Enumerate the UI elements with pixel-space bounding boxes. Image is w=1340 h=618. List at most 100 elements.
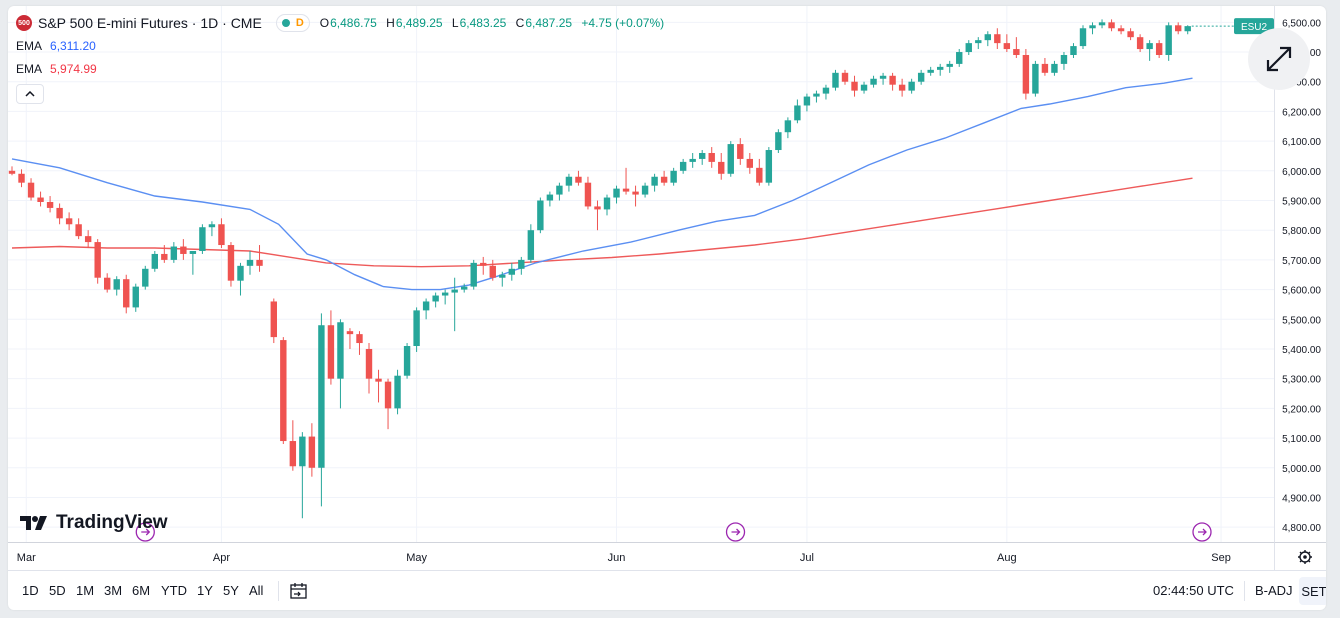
- tradingview-mark-icon: [20, 516, 47, 530]
- ohlc-values: O6,486.75 H6,489.25 L6,483.25 C6,487.25 …: [319, 16, 665, 30]
- fullscreen-button[interactable]: [1248, 28, 1310, 90]
- earnings-event-icon: [1192, 522, 1212, 542]
- clock-display[interactable]: 02:44:50 UTC: [1153, 583, 1234, 598]
- session-toggle[interactable]: SET: [1299, 577, 1326, 605]
- candle-body: [451, 289, 458, 293]
- candle: [708, 147, 715, 168]
- candle: [641, 182, 649, 198]
- candle-body: [104, 277, 111, 290]
- symbol-title[interactable]: S&P 500 E-mini Futures · 1D · CME: [38, 15, 262, 31]
- candle-body: [461, 286, 468, 290]
- candle: [18, 169, 25, 188]
- high-value: 6,489.25: [395, 16, 443, 30]
- candle: [337, 319, 344, 409]
- candle-body: [1146, 43, 1153, 50]
- candle-body: [556, 185, 563, 195]
- range-3m[interactable]: 3M: [104, 583, 123, 598]
- calendar-goto-icon[interactable]: [288, 581, 310, 601]
- x-tick-label: Aug: [997, 552, 1017, 564]
- candle-body: [327, 325, 335, 379]
- candle: [889, 72, 896, 91]
- close-value: 6,487.25: [525, 16, 573, 30]
- tradingview-logo[interactable]: TradingView: [20, 512, 168, 534]
- candle: [384, 378, 392, 430]
- candle: [451, 277, 458, 332]
- range-all[interactable]: All: [249, 583, 264, 598]
- candle: [994, 28, 1001, 50]
- price-chart[interactable]: ESU2: [8, 6, 1274, 542]
- candle: [470, 259, 477, 290]
- adjustment-toggle[interactable]: B-ADJ: [1255, 583, 1293, 598]
- y-tick-label: 6,100.00: [1282, 137, 1321, 148]
- y-tick-label: 5,100.00: [1282, 434, 1321, 445]
- range-5d[interactable]: 5D: [49, 583, 66, 598]
- candle-body: [94, 242, 101, 278]
- low-value: 6,483.25: [459, 16, 507, 30]
- candle: [1013, 37, 1020, 58]
- candle: [946, 60, 953, 73]
- candle: [489, 259, 496, 281]
- range-1m[interactable]: 1M: [76, 583, 95, 598]
- candle-body: [889, 75, 896, 85]
- candle-body: [898, 84, 906, 91]
- candle-body: [727, 144, 734, 174]
- ema-indicator-2[interactable]: EMA 5,974.99: [16, 61, 97, 76]
- candle: [718, 152, 725, 180]
- candle: [480, 256, 487, 275]
- candle: [327, 310, 335, 385]
- candle: [56, 203, 63, 225]
- chart-plot-area[interactable]: ESU2: [8, 6, 1274, 542]
- toolbar-divider: [278, 581, 279, 601]
- price-axis[interactable]: 6,500.006,400.006,300.006,200.006,100.00…: [1274, 6, 1326, 542]
- candle-body: [679, 161, 687, 171]
- time-axis[interactable]: Mar Apr May Jun Jul Aug Sep: [8, 542, 1274, 571]
- market-status[interactable]: D: [275, 14, 310, 32]
- candle-body: [199, 227, 206, 251]
- candle: [518, 256, 525, 275]
- ema-indicator-1[interactable]: EMA 6,311.20: [16, 38, 96, 53]
- candle-body: [75, 224, 82, 237]
- chart-settings-button[interactable]: [1274, 542, 1326, 571]
- candle-body: [508, 268, 515, 275]
- candle-body: [337, 322, 344, 379]
- candle-body: [975, 40, 982, 44]
- candle: [403, 343, 411, 379]
- y-tick-label: 6,300.00: [1282, 78, 1321, 89]
- candle-body: [1175, 25, 1182, 32]
- candle: [246, 250, 254, 275]
- candle-body: [689, 158, 696, 162]
- candle-body: [984, 34, 991, 41]
- candle: [318, 313, 325, 507]
- y-tick-label: 6,200.00: [1282, 107, 1321, 118]
- candle-body: [499, 274, 506, 278]
- candle-body: [65, 218, 73, 225]
- range-5y[interactable]: 5Y: [223, 583, 239, 598]
- candle: [851, 75, 858, 97]
- delayed-badge: D: [295, 17, 304, 29]
- candle: [937, 63, 944, 76]
- candle: [37, 191, 44, 207]
- candle-body: [1041, 63, 1049, 73]
- range-1d[interactable]: 1D: [22, 583, 39, 598]
- candle-body: [546, 194, 554, 201]
- candle: [1022, 49, 1030, 100]
- range-ytd[interactable]: YTD: [161, 583, 187, 598]
- candle-body: [384, 381, 392, 409]
- x-tick-label: Apr: [213, 552, 230, 564]
- candle: [927, 66, 934, 76]
- candle: [822, 84, 830, 100]
- candle: [784, 117, 792, 139]
- candle-body: [622, 188, 630, 192]
- candle-body: [737, 144, 744, 159]
- change-value: +4.75 (+0.07%): [581, 16, 665, 30]
- candle: [1079, 25, 1087, 50]
- symbol-logo[interactable]: 500: [16, 15, 32, 31]
- candle-body: [403, 346, 411, 376]
- candle: [289, 420, 297, 471]
- candle-body: [1117, 28, 1125, 32]
- range-1y[interactable]: 1Y: [197, 583, 213, 598]
- candle: [46, 196, 54, 213]
- range-6m[interactable]: 6M: [132, 583, 151, 598]
- candle-body: [356, 334, 363, 344]
- collapse-legend-button[interactable]: [16, 84, 44, 104]
